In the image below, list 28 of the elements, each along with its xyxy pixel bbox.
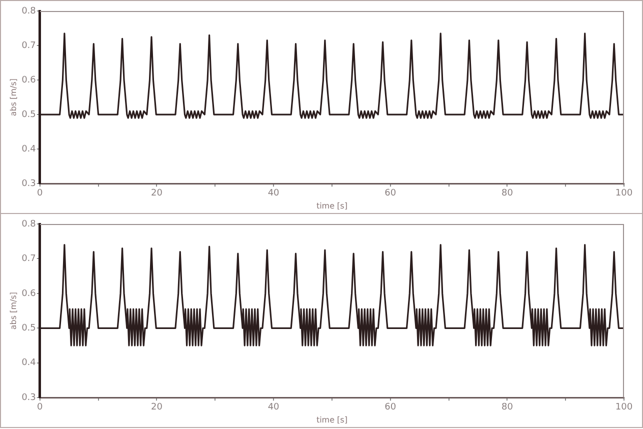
- x-tick-label: 60: [384, 188, 396, 198]
- y-tick-label: 0.6: [22, 288, 36, 299]
- x-tick-label: 0: [37, 402, 44, 412]
- x-axis-title: time [s]: [316, 201, 348, 210]
- y-tick-label: 0.7: [22, 254, 36, 264]
- y-tick-label: 0.8: [22, 6, 36, 16]
- y-tick-label: 0.3: [22, 178, 36, 189]
- x-tick-label: 100: [615, 402, 633, 412]
- x-tick-label: 60: [384, 402, 396, 412]
- y-tick-label: 0.4: [22, 144, 36, 154]
- x-tick-label: 80: [501, 188, 514, 198]
- x-axis-title: time [s]: [316, 415, 348, 424]
- y-tick-label: 0.3: [22, 392, 36, 403]
- y-tick-label: 0.6: [22, 75, 36, 86]
- y-tick-label: 0.7: [22, 40, 36, 51]
- x-tick-label: 80: [501, 402, 514, 412]
- x-tick-label: 40: [268, 188, 280, 198]
- x-tick-label: 0: [37, 188, 44, 198]
- x-tick-label: 20: [151, 188, 163, 198]
- x-tick-label: 100: [615, 188, 633, 198]
- x-tick-label: 20: [151, 402, 163, 412]
- y-axis-title: abs [m/s]: [8, 292, 18, 330]
- y-tick-label: 0.4: [22, 358, 36, 368]
- y-tick-label: 0.8: [22, 219, 36, 230]
- y-axis-title: abs [m/s]: [8, 78, 18, 116]
- x-tick-label: 40: [268, 402, 280, 412]
- y-tick-label: 0.5: [22, 110, 36, 120]
- y-tick-label: 0.5: [22, 324, 36, 334]
